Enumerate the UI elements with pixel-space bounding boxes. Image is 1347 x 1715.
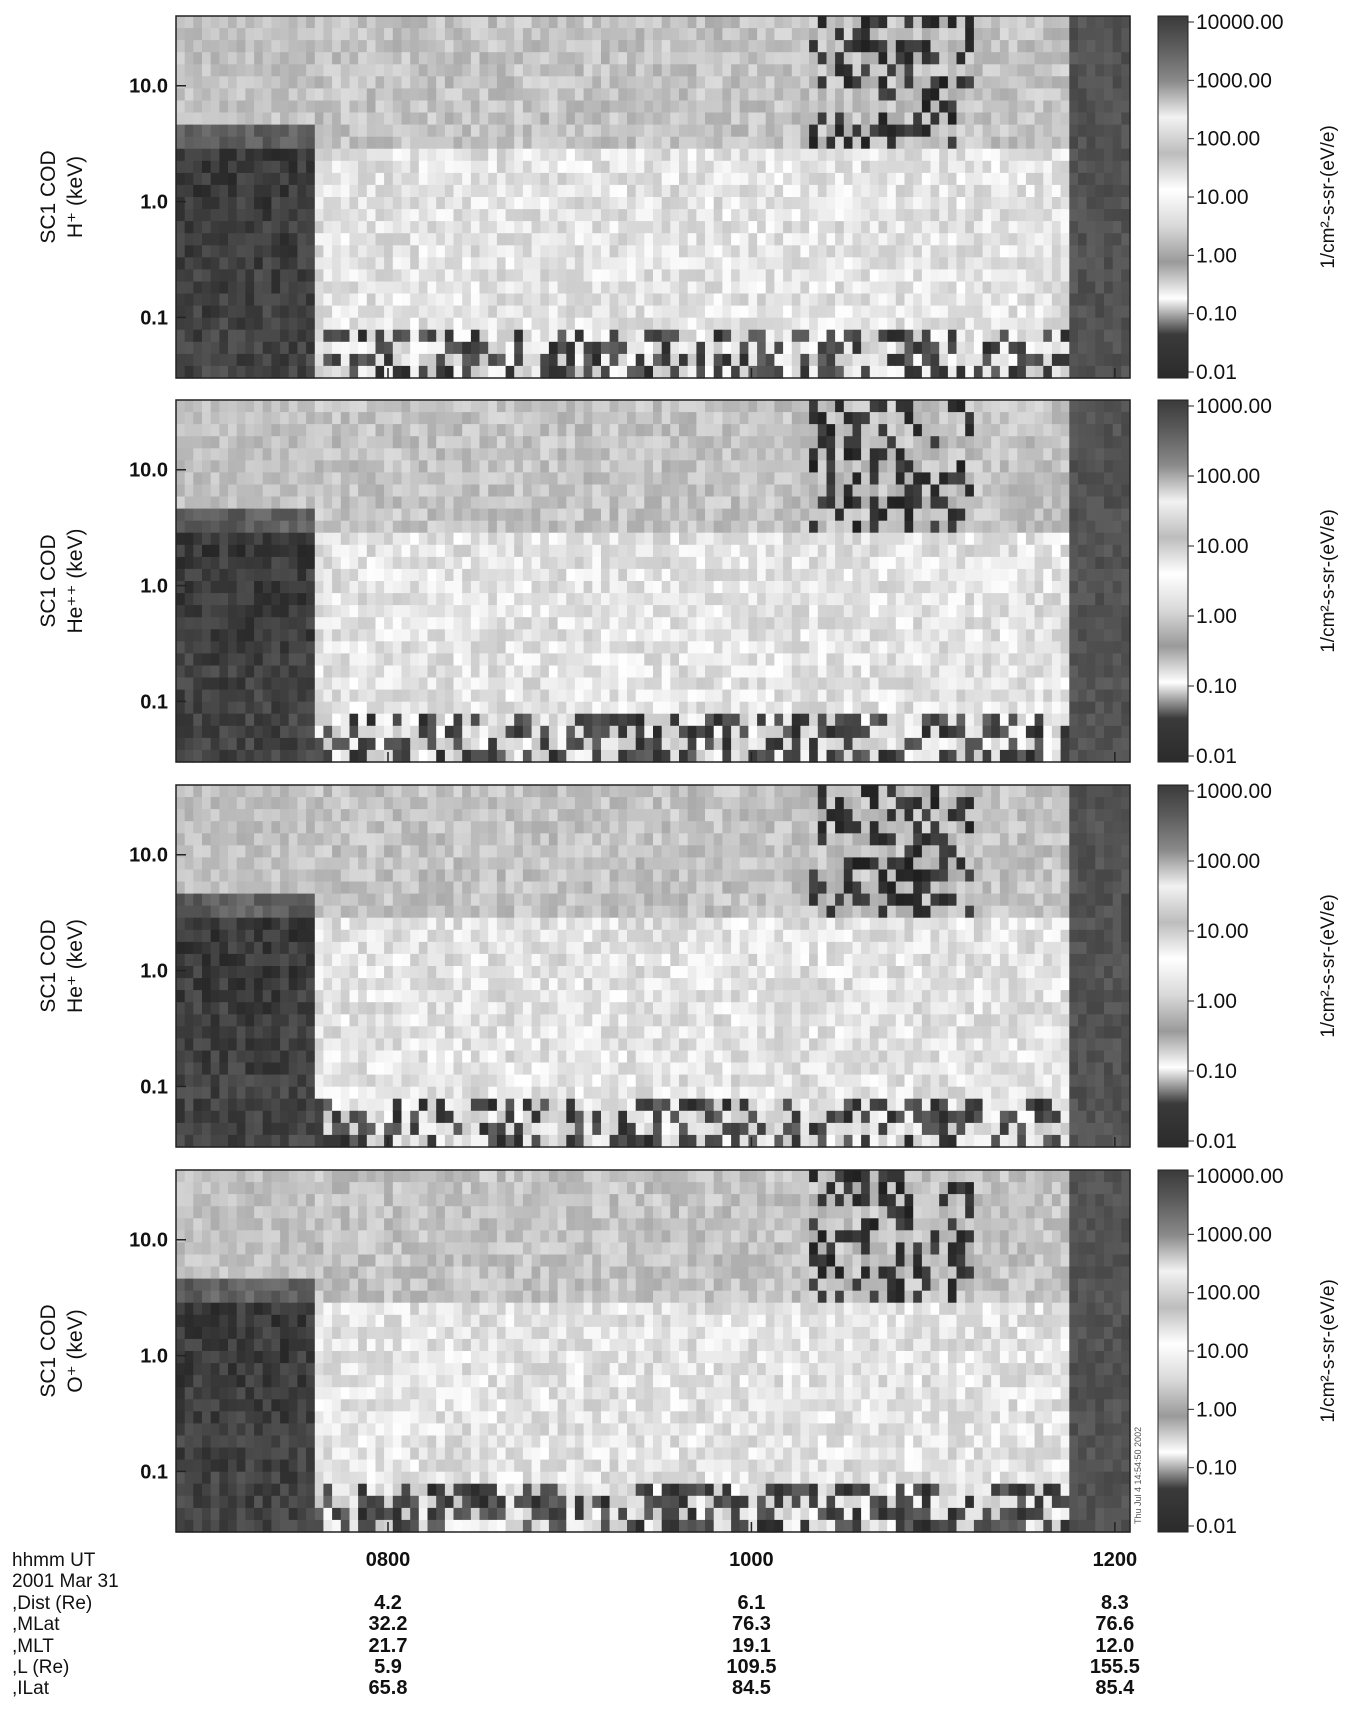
colorbar-tick-label: 1000.00 (1196, 780, 1272, 803)
spectrogram-panel: 0.1 1.0 10.0 SC1 COD O⁺ (keV) 10000.00 1000.00… (37, 1165, 1339, 1538)
colorbar-tick-label: 10.00 (1196, 186, 1249, 209)
colorbar-tick-label: 10000.00 (1196, 11, 1284, 34)
colorbar-unit-label: 1/cm²-s-sr-(eV/e) (1318, 1279, 1339, 1423)
plot-frame (175, 15, 1131, 379)
y-tick-label: 10.0 (129, 76, 168, 98)
colorbar-tick-label: 10000.00 (1196, 1165, 1284, 1188)
ephemeris-value: 19.1 (732, 1635, 771, 1657)
species-axis-label: He⁺⁺ (keV) (64, 528, 87, 633)
spectrogram-image (176, 1170, 1131, 1533)
ephemeris-value: 5.9 (374, 1656, 402, 1678)
species-axis-label: H⁺ (keV) (64, 156, 87, 238)
colorbar-tick-label: 100.00 (1196, 850, 1260, 873)
y-tick-label: 10.0 (129, 845, 168, 867)
colorbar-tick-label: 100.00 (1196, 1282, 1260, 1305)
x-tick-label: 1200 (1093, 1549, 1138, 1571)
colorbar-tick-label: 0.01 (1196, 361, 1237, 384)
y-tick-label: 1.0 (140, 961, 168, 983)
colorbar-tick-label: 0.10 (1196, 1457, 1237, 1480)
colorbar-tick-label: 10.00 (1196, 535, 1249, 558)
ephemeris-value: 6.1 (738, 1592, 766, 1614)
colorbar-tick-label: 1.00 (1196, 244, 1237, 267)
instrument-label: SC1 COD (37, 919, 60, 1012)
spectrogram-image (176, 785, 1131, 1148)
ephemeris-value: 21.7 (369, 1635, 408, 1657)
ephemeris-row-label: ,MLT (12, 1636, 54, 1657)
ephemeris-value: 65.8 (369, 1677, 408, 1699)
ephemeris-value: 4.2 (374, 1592, 402, 1614)
colorbar-tick-label: 1000.00 (1196, 69, 1272, 92)
ephemeris-row-label: ,MLat (12, 1614, 60, 1635)
spectrogram-panel: 0.1 1.0 10.0 SC1 COD H⁺ (keV) 10000.00 1000.00… (37, 11, 1339, 384)
ephemeris-value: 84.5 (732, 1677, 771, 1699)
instrument-label: SC1 COD (37, 1304, 60, 1397)
ephemeris-value: 109.5 (726, 1656, 776, 1678)
colorbar-tick-label: 10.00 (1196, 1340, 1249, 1363)
colorbar-tick-label: 1000.00 (1196, 1223, 1272, 1246)
ephemeris-row-label: 2001 Mar 31 (12, 1571, 119, 1592)
colorbar-tick-label: 1000.00 (1196, 395, 1272, 418)
timestamp-stamp: Thu Jul 4 14:54:50 2002 (1133, 1427, 1143, 1524)
y-tick-label: 1.0 (140, 1346, 168, 1368)
colorbar-tick-label: 0.01 (1196, 745, 1237, 768)
x-tick-label: 0800 (366, 1549, 411, 1571)
ephemeris-value: 85.4 (1095, 1677, 1135, 1699)
species-axis-label: He⁺ (keV) (64, 919, 87, 1013)
ephemeris-row-label: hhmm UT (12, 1550, 96, 1571)
x-tick-label: 1000 (729, 1549, 774, 1571)
spectrogram-panel: 0.1 1.0 10.0 SC1 COD He⁺ (keV) 1000.00 100.00 1… (37, 780, 1339, 1153)
instrument-label: SC1 COD (37, 534, 60, 627)
species-axis-label: O⁺ (keV) (64, 1309, 87, 1392)
ephemeris-value: 12.0 (1095, 1635, 1134, 1657)
colorbar-tick-label: 100.00 (1196, 465, 1260, 488)
colorbar-tick-label: 0.10 (1196, 675, 1237, 698)
colorbar-tick-label: 10.00 (1196, 920, 1249, 943)
spectrogram-panel: 0.1 1.0 10.0 SC1 COD He⁺⁺ (keV) 1000.00 100.00… (37, 395, 1339, 768)
plot-frame (175, 399, 1131, 763)
colorbar-tick-label: 1.00 (1196, 605, 1237, 628)
colorbar-tick-label: 0.10 (1196, 303, 1237, 326)
ephemeris-value: 76.3 (732, 1613, 771, 1635)
colorbar-tick-label: 1.00 (1196, 990, 1237, 1013)
spectrogram-image (176, 400, 1131, 763)
ephemeris-value: 32.2 (369, 1613, 408, 1635)
y-tick-label: 10.0 (129, 460, 168, 482)
colorbar-tick-label: 0.10 (1196, 1060, 1237, 1083)
y-tick-label: 1.0 (140, 576, 168, 598)
ephemeris-value: 155.5 (1090, 1656, 1140, 1678)
colorbar (1157, 1169, 1189, 1533)
colorbar-unit-label: 1/cm²-s-sr-(eV/e) (1318, 509, 1339, 653)
ephemeris-row-label: ,L (Re) (12, 1657, 69, 1678)
colorbar-unit-label: 1/cm²-s-sr-(eV/e) (1318, 894, 1339, 1038)
colorbar-tick-label: 0.01 (1196, 1515, 1237, 1538)
plot-frame (175, 784, 1131, 1148)
instrument-label: SC1 COD (37, 150, 60, 243)
colorbar-tick-label: 100.00 (1196, 128, 1260, 151)
ephemeris-value: 8.3 (1101, 1592, 1129, 1614)
y-tick-label: 0.1 (140, 1076, 168, 1098)
ephemeris-row-label: ,Dist (Re) (12, 1593, 92, 1614)
colorbar-tick-label: 0.01 (1196, 1130, 1237, 1153)
y-tick-label: 0.1 (140, 1461, 168, 1483)
y-tick-label: 0.1 (140, 307, 168, 329)
colorbar (1157, 15, 1189, 379)
colorbar (1157, 399, 1189, 763)
colorbar (1157, 784, 1189, 1148)
y-tick-label: 10.0 (129, 1230, 168, 1252)
ephemeris-row-label: ,ILat (12, 1678, 50, 1699)
y-tick-label: 0.1 (140, 691, 168, 713)
colorbar-unit-label: 1/cm²-s-sr-(eV/e) (1318, 125, 1339, 269)
y-tick-label: 1.0 (140, 192, 168, 214)
plot-frame (175, 1169, 1131, 1533)
colorbar-tick-label: 1.00 (1196, 1398, 1237, 1421)
ephemeris-value: 76.6 (1095, 1613, 1134, 1635)
spectrogram-image (176, 16, 1131, 379)
